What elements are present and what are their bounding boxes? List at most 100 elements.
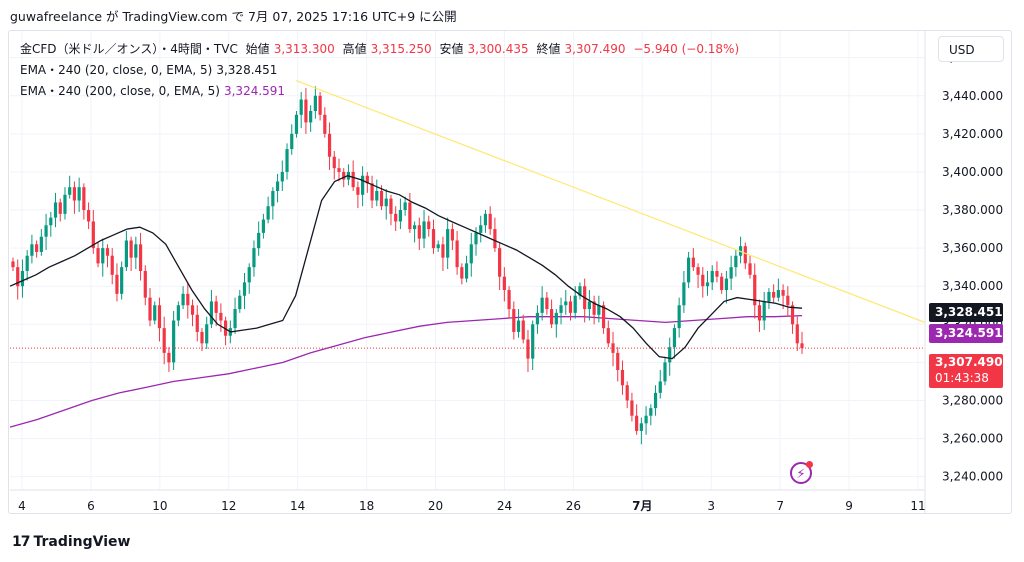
candle-body xyxy=(786,295,790,306)
candle-body xyxy=(668,347,672,363)
candle-body xyxy=(715,270,719,277)
candle-body xyxy=(502,276,506,291)
candle-body xyxy=(49,217,53,226)
candle-body xyxy=(280,171,284,182)
ema20-layer xyxy=(9,175,803,360)
candle-body xyxy=(129,240,133,258)
candle-body xyxy=(753,274,757,306)
candle-body xyxy=(427,221,431,230)
candle-body xyxy=(247,267,251,283)
y-tick-label: 3,260.000 xyxy=(942,432,1003,446)
candle-body xyxy=(696,267,700,275)
y-tick-label: 3,240.000 xyxy=(942,470,1003,484)
candle-body xyxy=(521,320,525,340)
candle-body xyxy=(682,282,686,306)
ema20-line xyxy=(9,175,803,360)
candle-body xyxy=(507,290,511,310)
candle-body xyxy=(412,225,417,230)
candle-body xyxy=(224,320,228,336)
candle-body xyxy=(431,229,436,249)
candle-body xyxy=(687,257,691,283)
candle-body xyxy=(35,244,39,252)
candle-body xyxy=(299,99,303,115)
candle-body xyxy=(327,133,332,157)
candle-body xyxy=(450,229,454,241)
candle-body xyxy=(323,114,327,134)
candle-body xyxy=(474,232,478,245)
candle-body xyxy=(568,301,573,313)
trendline xyxy=(295,79,926,323)
candle-body xyxy=(205,324,209,344)
candle-body xyxy=(124,240,128,268)
candle-body xyxy=(578,286,582,296)
candle-body xyxy=(403,202,407,211)
x-tick-label: 18 xyxy=(359,499,374,513)
candle-body xyxy=(379,190,384,207)
candle-body xyxy=(592,301,596,315)
x-tick-label: 3 xyxy=(707,499,715,513)
candle-body xyxy=(516,320,521,332)
candle-body xyxy=(540,297,544,313)
candle-body xyxy=(143,270,147,298)
tradingview-logo[interactable]: 𝟭𝟳 TradingView xyxy=(12,534,130,550)
candle-body xyxy=(573,295,577,313)
candle-body xyxy=(30,244,34,256)
change-value: −5.940 (−0.18%) xyxy=(633,42,740,56)
candle-body xyxy=(285,149,289,172)
candle-body xyxy=(68,187,72,195)
high-label: 高値 xyxy=(342,42,367,56)
candle-body xyxy=(153,305,157,321)
candle-body xyxy=(195,314,199,332)
y-tick-label: 3,380.000 xyxy=(942,203,1003,217)
x-tick-label: 20 xyxy=(428,499,443,513)
lightning-icon[interactable]: ⚡ xyxy=(790,461,813,484)
candle-body xyxy=(408,202,412,230)
candle-body xyxy=(512,309,516,332)
y-tick-label: 3,280.000 xyxy=(942,393,1003,407)
candle-body xyxy=(294,114,299,134)
x-tick-label: 7月 xyxy=(632,499,652,513)
currency-button[interactable]: USD xyxy=(938,36,1004,62)
candle-body xyxy=(549,309,554,325)
legend-ema20[interactable]: EMA・240 (20, close, 0, EMA, 5) 3,328.451 xyxy=(20,61,281,78)
candle-body xyxy=(271,190,275,207)
candle-body xyxy=(535,312,540,325)
brand-name: TradingView xyxy=(33,534,131,550)
candle-body xyxy=(658,381,662,393)
candle-body xyxy=(375,190,379,201)
candle-body xyxy=(630,400,634,416)
candle-body xyxy=(625,385,629,401)
grid-layer xyxy=(10,31,925,490)
candle-body xyxy=(446,229,450,258)
candle-body xyxy=(417,225,421,239)
open-value: 3,313.300 xyxy=(273,42,335,56)
candle-body xyxy=(110,255,114,275)
candle-body xyxy=(11,261,15,268)
candle-body xyxy=(356,187,360,195)
candle-body xyxy=(63,194,67,214)
candle-body xyxy=(767,291,771,302)
candle-body xyxy=(275,181,280,191)
candle-body xyxy=(257,232,261,249)
candle-body xyxy=(663,362,667,382)
candle-body xyxy=(635,415,639,431)
candle-body xyxy=(351,171,355,188)
x-tick-label: 7 xyxy=(776,499,784,513)
candle-body xyxy=(776,290,780,298)
candle-body xyxy=(526,339,530,359)
legend-ema200[interactable]: EMA・240 (200, close, 0, EMA, 5) 3,324.591 xyxy=(20,82,289,99)
notification-dot xyxy=(806,461,813,468)
y-tick-label: 3,440.000 xyxy=(942,89,1003,103)
tradingview-logo-mark: 𝟭𝟳 xyxy=(12,534,31,550)
y-tick-label: 3,340.000 xyxy=(942,279,1003,293)
candle-body xyxy=(148,297,152,321)
candle-body xyxy=(616,352,620,371)
candle-body xyxy=(219,312,223,321)
candle-body xyxy=(498,248,502,277)
candle-body xyxy=(653,392,658,409)
symbol-title[interactable]: 金CFD（米ドル／オンス）・4時間・TVC xyxy=(20,42,238,56)
candle-body xyxy=(172,320,176,363)
candle-body xyxy=(734,255,738,268)
candle-body xyxy=(20,270,25,287)
